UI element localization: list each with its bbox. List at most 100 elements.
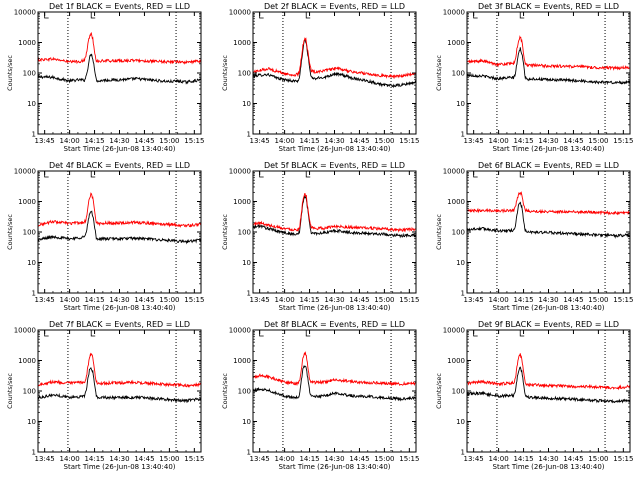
- x-tick-label: 14:15: [513, 455, 533, 463]
- x-tick-label: 14:15: [84, 455, 104, 463]
- chart-title: Det 2f BLACK = Events, RED = LLD: [264, 2, 405, 11]
- x-tick-label: 14:30: [324, 455, 344, 463]
- series-events-line: [466, 201, 631, 239]
- y-tick-label: 1000: [233, 39, 251, 47]
- x-tick-label: 14:45: [349, 455, 369, 463]
- series-lld-line: [466, 191, 631, 216]
- y-tick-label: 1: [247, 290, 251, 298]
- x-tick-label: 15:00: [588, 296, 608, 304]
- x-tick-label: 14:30: [538, 296, 558, 304]
- marker-2: [519, 330, 525, 337]
- x-tick-label: 14:00: [60, 455, 80, 463]
- x-tick-label: 15:15: [399, 296, 419, 304]
- y-tick-label: 1000: [233, 357, 251, 365]
- y-tick-label: 1000: [447, 357, 465, 365]
- series-events-line: [466, 47, 630, 86]
- y-tick-label: 100: [23, 229, 36, 237]
- x-tick-label: 15:00: [374, 296, 394, 304]
- y-axis-label: Counts/sec: [435, 373, 443, 409]
- y-tick-label: 1000: [447, 198, 465, 206]
- y-tick-label: 100: [452, 388, 465, 396]
- x-tick-label: 14:45: [134, 455, 154, 463]
- x-tick-label: 15:15: [184, 455, 204, 463]
- chart-title: Det 1f BLACK = Events, RED = LLD: [49, 2, 190, 11]
- x-tick-label: 14:00: [60, 296, 80, 304]
- y-tick-label: 1: [32, 449, 36, 457]
- chart-title: Det 6f BLACK = Events, RED = LLD: [478, 161, 619, 170]
- marker-1: [44, 330, 49, 337]
- y-tick-label: 1: [461, 290, 465, 298]
- y-tick-label: 10: [242, 259, 251, 267]
- chart-panel-1: Det 1f BLACK = Events, RED = LLD 1 10 100 10…: [6, 2, 204, 153]
- y-tick-label: 1: [247, 449, 251, 457]
- marker-2: [519, 171, 525, 178]
- y-tick-label: 100: [23, 388, 36, 396]
- y-tick-label: 1: [32, 290, 36, 298]
- marker-1: [473, 171, 478, 178]
- y-tick-label: 10000: [229, 9, 251, 17]
- marker-2: [305, 330, 311, 337]
- series-lld-line: [252, 192, 417, 233]
- series-lld-line: [252, 350, 417, 387]
- x-tick-label: 13:45: [464, 137, 484, 145]
- x-tick-label: 14:45: [349, 296, 369, 304]
- y-tick-label: 1000: [18, 198, 36, 206]
- x-tick-label: 15:00: [588, 137, 608, 145]
- chart-title: Det 9f BLACK = Events, RED = LLD: [478, 320, 619, 329]
- x-tick-label: 13:45: [250, 296, 270, 304]
- x-tick-label: 13:45: [250, 455, 270, 463]
- x-tick-label: 13:45: [35, 296, 55, 304]
- y-tick-label: 1: [32, 131, 36, 139]
- x-tick-label: 14:30: [109, 455, 129, 463]
- y-tick-label: 100: [238, 388, 251, 396]
- x-tick-label: 13:45: [464, 455, 484, 463]
- x-axis-label: Start Time (26-Jun-08 13:40:40): [493, 463, 605, 471]
- chart-panel-5: Det 5f BLACK = Events, RED = LLD 1 10 100 10…: [221, 161, 419, 312]
- x-tick-label: 13:45: [35, 137, 55, 145]
- x-tick-label: 13:45: [35, 455, 55, 463]
- chart-panel-4: Det 4f BLACK = Events, RED = LLD 1 10 100 10…: [6, 161, 204, 312]
- marker-1: [259, 330, 264, 337]
- series-lld-line: [37, 352, 202, 388]
- x-tick-label: 14:30: [109, 137, 129, 145]
- series-events-line: [252, 39, 417, 89]
- x-axis-label: Start Time (26-Jun-08 13:40:40): [64, 463, 176, 471]
- x-tick-label: 15:15: [399, 455, 419, 463]
- y-axis-label: Counts/sec: [435, 55, 443, 91]
- y-tick-label: 10000: [443, 327, 465, 335]
- y-tick-label: 10: [27, 259, 36, 267]
- y-tick-label: 1: [247, 131, 251, 139]
- chart-panel-6: Det 6f BLACK = Events, RED = LLD 1 10 100 10…: [435, 161, 633, 312]
- y-tick-label: 100: [23, 70, 36, 78]
- y-axis-label: Counts/sec: [221, 214, 229, 250]
- x-axis-label: Start Time (26-Jun-08 13:40:40): [279, 304, 391, 312]
- y-axis-label: Counts/sec: [435, 214, 443, 250]
- x-tick-label: 14:00: [275, 455, 295, 463]
- y-tick-label: 100: [452, 70, 465, 78]
- x-tick-label: 15:15: [613, 455, 633, 463]
- chart-title: Det 7f BLACK = Events, RED = LLD: [49, 320, 190, 329]
- series-lld-line: [37, 192, 202, 228]
- x-tick-label: 13:45: [464, 296, 484, 304]
- x-tick-label: 14:30: [324, 137, 344, 145]
- chart-panel-9: Det 9f BLACK = Events, RED = LLD 1 10 100 10…: [435, 320, 633, 471]
- series-events-line: [37, 53, 202, 85]
- x-tick-label: 14:00: [60, 137, 80, 145]
- x-tick-label: 14:30: [109, 296, 129, 304]
- x-axis-label: Start Time (26-Jun-08 13:40:40): [493, 304, 605, 312]
- series-lld-line: [37, 31, 202, 65]
- marker-2: [90, 330, 96, 337]
- y-tick-label: 10000: [14, 168, 36, 176]
- y-axis-label: Counts/sec: [221, 373, 229, 409]
- y-tick-label: 1000: [447, 39, 465, 47]
- x-tick-label: 14:30: [538, 455, 558, 463]
- y-tick-label: 10: [456, 418, 465, 426]
- chart-title: Det 5f BLACK = Events, RED = LLD: [264, 161, 405, 170]
- y-axis-label: Counts/sec: [6, 55, 14, 91]
- x-tick-label: 14:45: [349, 137, 369, 145]
- x-tick-label: 14:45: [563, 137, 583, 145]
- x-tick-label: 14:45: [563, 296, 583, 304]
- marker-2: [305, 171, 311, 178]
- x-tick-label: 15:00: [588, 455, 608, 463]
- marker-1: [259, 171, 264, 178]
